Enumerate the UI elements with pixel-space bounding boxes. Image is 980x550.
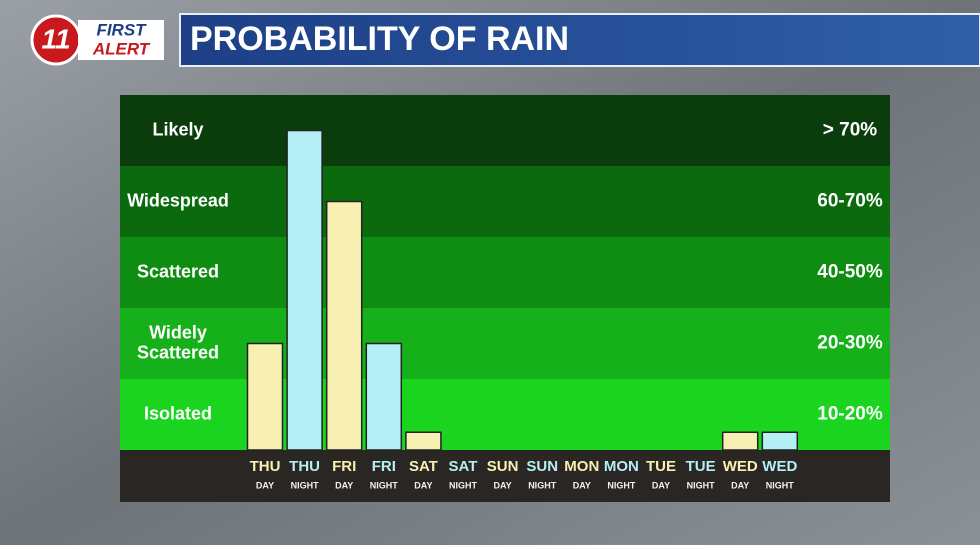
x-tick-label: WED	[723, 458, 758, 475]
x-tick-label: MON	[604, 458, 639, 475]
x-period-label: DAY	[414, 480, 432, 490]
x-tick-label: SAT	[449, 458, 478, 475]
band	[120, 237, 890, 308]
x-tick-label: WED	[762, 458, 797, 475]
band	[120, 95, 890, 166]
bar	[405, 431, 442, 451]
x-tick-label: FRI	[372, 458, 396, 475]
band-range: 60-70%	[817, 191, 883, 212]
band-label: Scattered	[137, 261, 219, 281]
logo-top: FIRST	[96, 20, 147, 39]
x-period-label: DAY	[335, 480, 353, 490]
x-tick-label: THU	[250, 458, 281, 475]
x-period-label: NIGHT	[291, 480, 320, 490]
bar	[365, 342, 403, 451]
band-range: 40-50%	[817, 262, 883, 283]
x-period-label: NIGHT	[766, 480, 795, 490]
logo-bottom: ALERT	[92, 39, 151, 58]
band-range: 20-30%	[817, 333, 883, 354]
band-range: 10-20%	[817, 404, 883, 425]
x-tick-label: SUN	[526, 458, 558, 475]
x-period-label: NIGHT	[607, 480, 636, 490]
band-label: Widespread	[127, 190, 229, 210]
bar	[325, 200, 363, 451]
band-label: Isolated	[144, 403, 212, 423]
x-tick-label: MON	[564, 458, 599, 475]
logo-box	[78, 20, 164, 60]
x-period-label: NIGHT	[528, 480, 557, 490]
logo-number: 11	[41, 23, 70, 54]
bar	[721, 431, 759, 451]
band	[120, 308, 890, 379]
bar	[761, 431, 799, 451]
x-period-label: DAY	[652, 480, 670, 490]
band-label: Likely	[152, 119, 203, 139]
x-tick-label: TUE	[646, 458, 676, 475]
label-strip	[120, 450, 890, 502]
x-period-label: DAY	[256, 480, 274, 490]
band-range: > 70%	[823, 120, 878, 141]
x-period-label: NIGHT	[449, 480, 478, 490]
x-period-label: DAY	[573, 480, 591, 490]
x-tick-label: THU	[289, 458, 320, 475]
band-label: Widely Scattered	[137, 322, 219, 362]
header-title: PROBABILITY OF RAIN	[190, 20, 569, 58]
x-period-label: NIGHT	[687, 480, 716, 490]
x-period-label: NIGHT	[370, 480, 399, 490]
x-tick-label: SUN	[487, 458, 519, 475]
x-tick-label: TUE	[686, 458, 716, 475]
x-tick-label: SAT	[409, 458, 438, 475]
band	[120, 166, 890, 237]
x-tick-label: FRI	[332, 458, 356, 475]
x-period-label: DAY	[494, 480, 512, 490]
bar	[286, 129, 323, 451]
x-period-label: DAY	[731, 480, 749, 490]
header-bar	[179, 13, 980, 67]
bar	[246, 342, 284, 451]
